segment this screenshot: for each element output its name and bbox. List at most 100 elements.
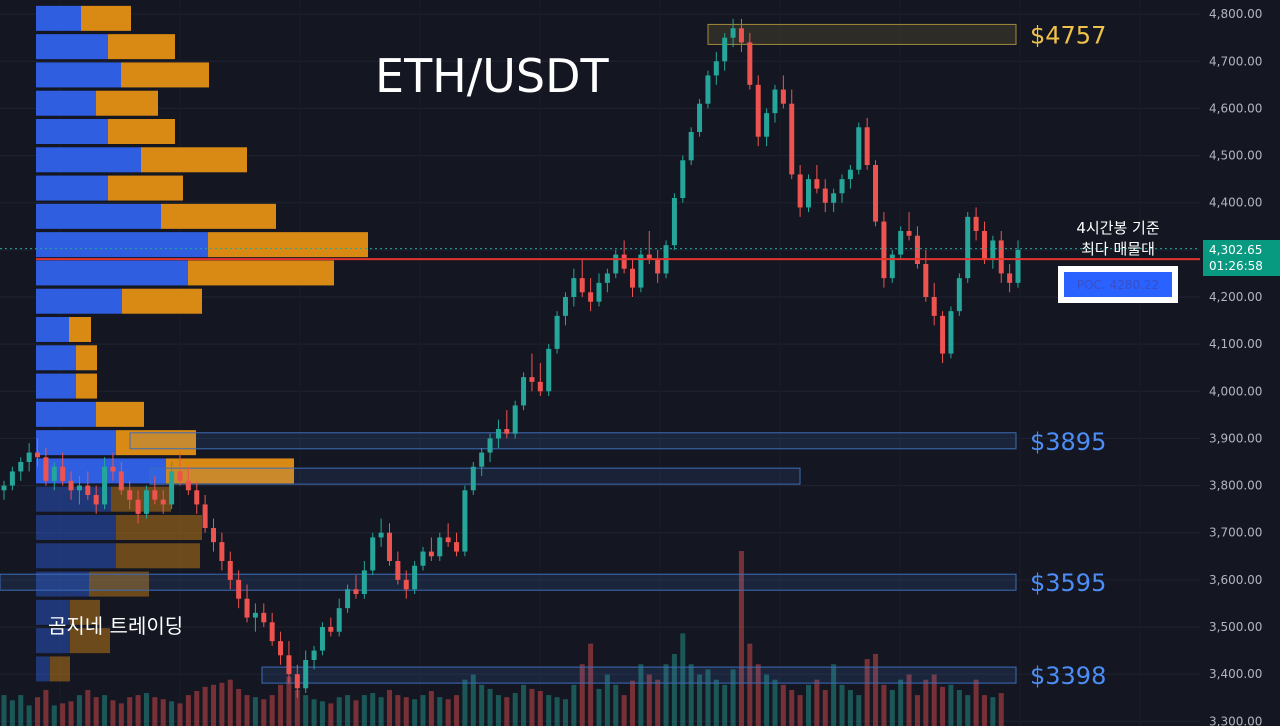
poc-box-inner <box>1064 272 1172 297</box>
countdown: 01:26:58 <box>1209 259 1263 273</box>
volume-bar <box>638 664 644 726</box>
candle-body <box>1 485 7 491</box>
candle-body <box>579 278 585 293</box>
level-label: $3595 <box>1030 569 1106 597</box>
candle-body <box>772 89 778 114</box>
candle-body <box>931 297 937 316</box>
profile-sell-bar <box>50 656 70 682</box>
candle-body <box>856 127 862 170</box>
candle-body <box>705 75 711 104</box>
candle-body <box>353 589 359 594</box>
profile-buy-bar <box>36 90 96 116</box>
volume-bar <box>948 684 954 726</box>
candle-body <box>118 471 124 491</box>
profile-buy-bar <box>36 458 166 484</box>
profile-buy-bar <box>36 430 116 456</box>
candle-body <box>194 490 200 505</box>
volume-bar <box>839 684 845 726</box>
volume-bar <box>227 679 233 726</box>
candle-body <box>202 504 208 528</box>
volume-bar <box>931 674 937 726</box>
profile-sell-bar <box>70 599 100 625</box>
volume-bar <box>118 703 124 726</box>
volume-bar <box>294 689 300 726</box>
candle-body <box>588 292 594 302</box>
volume-bar <box>680 633 686 726</box>
volume-bar <box>881 684 887 726</box>
volume-bar <box>697 674 703 726</box>
price-tag-bg <box>1203 240 1280 276</box>
profile-buy-bar <box>36 203 161 229</box>
y-tick-label: 4,800.00 <box>1209 7 1262 21</box>
volume-bar <box>546 695 552 726</box>
profile-buy-bar <box>36 628 70 654</box>
candle-body <box>495 429 501 439</box>
candle-body <box>814 179 820 189</box>
volume-bar <box>755 664 761 726</box>
volume-bar <box>412 699 418 726</box>
candle-body <box>420 551 426 566</box>
profile-buy-bar <box>36 288 122 314</box>
volume-bar <box>646 674 652 726</box>
candle-body <box>973 216 979 231</box>
volume-bar <box>68 701 74 726</box>
level-label: $3895 <box>1030 428 1106 456</box>
level-labels: $4757 $3895 $3595 $3398 <box>1030 21 1106 690</box>
candle-body <box>780 89 786 104</box>
volume-bar <box>906 674 912 726</box>
volume-bar <box>521 684 527 726</box>
profile-sell-bar <box>188 260 334 286</box>
profile-sell-bar <box>116 543 200 569</box>
y-tick-label: 4,500.00 <box>1209 149 1262 163</box>
profile-sell-bar <box>70 628 110 654</box>
volume-bars <box>1 551 1004 726</box>
profile-buy-bar <box>36 345 76 371</box>
candle-body <box>621 254 627 269</box>
candle-body <box>286 655 292 675</box>
profile-sell-bar <box>96 401 144 427</box>
volume-bar <box>864 659 870 726</box>
volume-bar <box>386 689 392 726</box>
profile-sell-bar <box>76 373 97 399</box>
candle-body <box>68 480 74 491</box>
volume-bar <box>152 697 158 726</box>
candle-body <box>923 264 929 297</box>
profile-sell-bar <box>69 317 91 342</box>
candle-body <box>822 188 828 203</box>
candle-body <box>85 485 91 495</box>
volume-bar <box>160 699 166 726</box>
profile-sell-bar <box>108 175 183 201</box>
candle-body <box>956 278 962 312</box>
volume-bar <box>889 689 895 726</box>
volume-bar <box>780 684 786 726</box>
candle-body <box>60 466 66 481</box>
candle-body <box>1007 273 1013 283</box>
volume-bar <box>981 695 987 726</box>
volume-bar <box>873 653 879 726</box>
volume-bar <box>856 695 862 726</box>
candle-body <box>395 561 401 580</box>
candle-body <box>9 471 15 486</box>
candle-body <box>252 612 258 618</box>
profile-buy-bar <box>36 515 116 540</box>
candle-body <box>76 485 82 491</box>
candle-body <box>345 589 351 609</box>
candle-body <box>135 499 141 514</box>
volume-bar <box>85 689 91 726</box>
profile-sell-bar <box>96 90 158 116</box>
candle-body <box>428 551 434 557</box>
level-zone <box>707 23 1017 45</box>
volume-bar <box>738 551 744 726</box>
candle-body <box>169 471 175 505</box>
candle-body <box>236 579 242 599</box>
candle-body <box>722 37 728 62</box>
y-axis: 4,800.00 4,700.00 4,600.00 4,500.00 4,400.00… <box>1209 7 1262 726</box>
volume-bar <box>797 695 803 726</box>
candle-body <box>403 579 409 590</box>
profile-sell-bar <box>161 203 276 229</box>
volume-bar <box>495 695 501 726</box>
poc-box-label: POC. 4280.22 <box>1077 278 1159 292</box>
y-tick-label: 4,100.00 <box>1209 337 1262 351</box>
profile-buy-bar <box>36 401 96 427</box>
